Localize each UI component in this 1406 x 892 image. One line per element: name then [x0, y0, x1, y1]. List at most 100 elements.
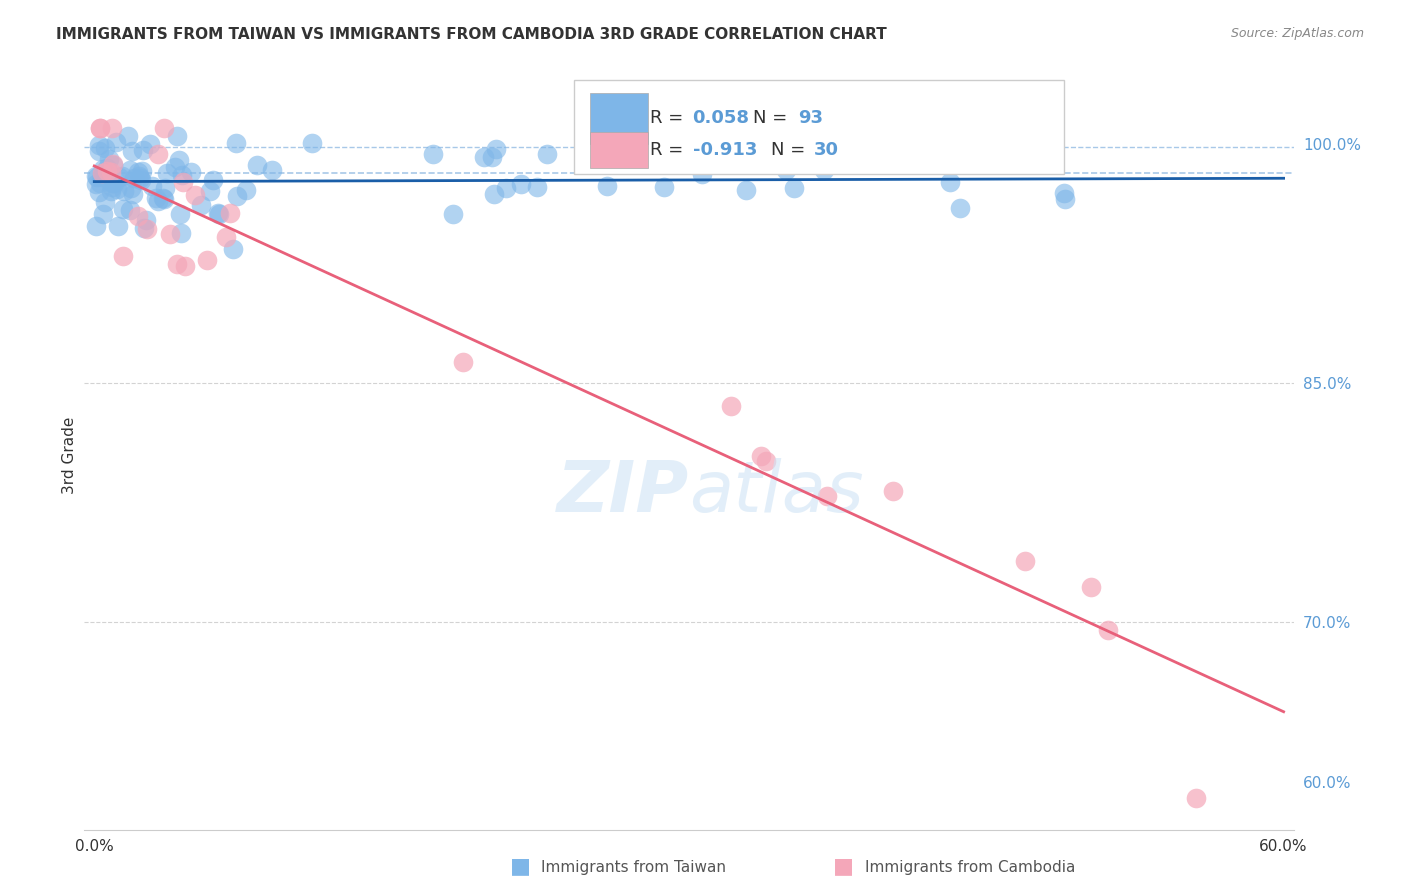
Point: [153, 121, 176, 136]
Text: 30: 30: [814, 141, 838, 159]
Point: [96, 164, 118, 178]
Point: [882, 484, 904, 499]
Point: [118, 202, 141, 217]
Point: [111, 249, 134, 263]
Point: [215, 230, 238, 244]
Point: [145, 191, 167, 205]
Point: [207, 207, 229, 221]
Point: [135, 212, 157, 227]
Point: [94, 141, 117, 155]
Point: [720, 399, 742, 413]
Point: [153, 192, 176, 206]
Point: [607, 129, 630, 144]
Point: [97, 152, 120, 166]
Point: [100, 184, 122, 198]
Point: [170, 168, 193, 182]
Point: [485, 143, 508, 157]
Point: [742, 140, 765, 154]
Point: [84, 177, 107, 191]
Point: [93, 161, 115, 176]
Point: [441, 207, 464, 221]
Point: [1097, 623, 1119, 637]
Point: [146, 146, 169, 161]
Y-axis label: 3rd Grade: 3rd Grade: [62, 417, 77, 493]
Point: [89, 121, 111, 136]
Point: [172, 175, 194, 189]
Point: [198, 184, 221, 198]
Point: [169, 207, 191, 221]
Point: [652, 179, 675, 194]
Point: [107, 219, 129, 233]
Text: 0.058: 0.058: [693, 109, 749, 127]
Point: [815, 489, 838, 503]
Point: [121, 145, 143, 159]
Point: [132, 221, 155, 235]
Point: [301, 136, 323, 150]
Point: [111, 169, 134, 184]
Point: [118, 163, 141, 178]
Point: [108, 169, 131, 184]
Text: Source: ZipAtlas.com: Source: ZipAtlas.com: [1230, 27, 1364, 40]
Point: [167, 153, 190, 167]
FancyBboxPatch shape: [589, 93, 648, 144]
Point: [235, 183, 257, 197]
Point: [141, 178, 163, 193]
Point: [749, 449, 772, 463]
Text: Immigrants from Cambodia: Immigrants from Cambodia: [865, 861, 1076, 875]
Point: [195, 252, 218, 267]
Point: [174, 259, 197, 273]
Text: atlas: atlas: [689, 458, 863, 527]
Point: [755, 453, 778, 467]
Point: [90, 166, 112, 180]
Text: N =: N =: [754, 109, 793, 127]
Point: [218, 205, 240, 219]
Point: [949, 201, 972, 215]
Point: [112, 202, 135, 217]
Point: [120, 181, 142, 195]
Point: [89, 145, 111, 159]
Text: Immigrants from Taiwan: Immigrants from Taiwan: [541, 861, 727, 875]
Point: [226, 189, 249, 203]
Point: [735, 184, 758, 198]
Point: [225, 136, 247, 151]
Point: [100, 121, 122, 136]
Point: [117, 129, 139, 144]
Point: [84, 219, 107, 234]
Text: N =: N =: [770, 141, 811, 159]
Point: [201, 173, 224, 187]
Point: [156, 166, 179, 180]
Point: [107, 181, 129, 195]
Point: [510, 178, 533, 192]
Point: [246, 158, 269, 172]
Text: 93: 93: [797, 109, 823, 127]
Point: [1185, 790, 1208, 805]
Point: [94, 195, 117, 210]
Point: [481, 150, 503, 164]
Point: [813, 163, 835, 178]
Point: [100, 165, 122, 179]
Point: [86, 169, 108, 184]
Point: [122, 171, 145, 186]
Point: [939, 175, 962, 189]
Point: [472, 150, 495, 164]
Point: [184, 188, 207, 202]
Point: [132, 143, 155, 157]
Point: [131, 164, 153, 178]
Point: [89, 121, 111, 136]
Point: [87, 185, 110, 199]
Point: [1053, 186, 1076, 200]
Point: [100, 180, 122, 194]
Point: [690, 167, 713, 181]
Point: [180, 165, 202, 179]
Point: [451, 355, 474, 369]
Point: [262, 162, 284, 177]
Point: [526, 180, 548, 194]
Point: [1080, 580, 1102, 594]
Point: [146, 194, 169, 209]
Point: [596, 179, 619, 194]
Point: [90, 170, 112, 185]
Point: [91, 168, 114, 182]
Point: [101, 176, 124, 190]
Point: [103, 176, 125, 190]
Point: [89, 176, 111, 190]
